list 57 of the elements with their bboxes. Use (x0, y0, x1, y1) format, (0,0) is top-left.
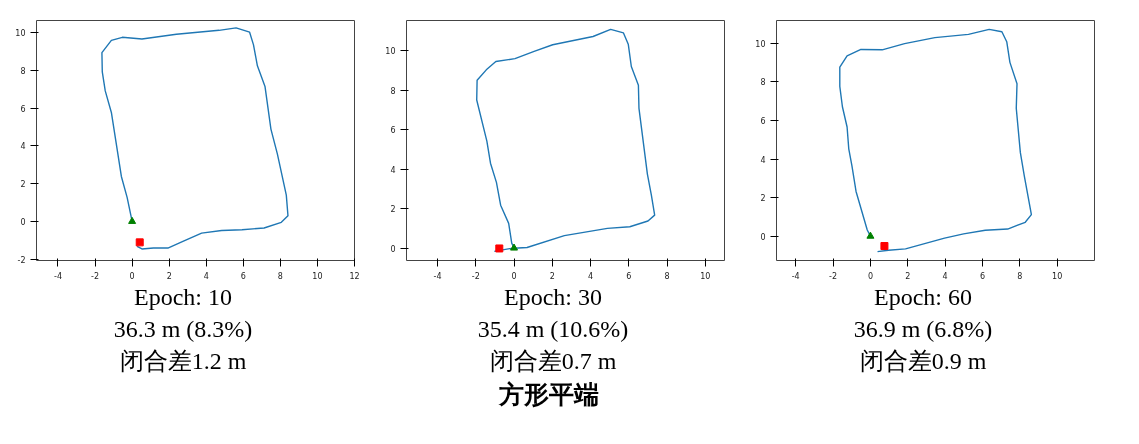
y-tick-label: 0 (20, 217, 26, 227)
text: 36.9 m (6.8%) (853, 315, 993, 344)
y-tick-label: 6 (760, 116, 766, 126)
x-tick-label: 2 (166, 271, 172, 281)
y-tick-label: 0 (760, 232, 766, 242)
text: 36.3 m (8.3%) (113, 315, 253, 344)
y-tick-label: 4 (390, 165, 396, 175)
y-tick-label: 8 (390, 86, 396, 96)
y-tick-label: 4 (20, 142, 26, 152)
text: 35.4 m (10.6%) (477, 315, 629, 344)
x-tick-label: -4 (791, 271, 800, 281)
x-tick-label: -2 (91, 271, 100, 281)
text: Epoch: 60 (874, 283, 972, 312)
x-tick-label: 4 (588, 271, 594, 281)
text: 闭合差0.9 m (859, 347, 987, 376)
line-series (839, 28, 1033, 253)
text: Epoch: 30 (504, 283, 602, 312)
y-tick-label: 2 (390, 205, 396, 215)
x-tick-label: 2 (905, 271, 911, 281)
x-tick-label: 4 (942, 271, 948, 281)
y-tick-label: 10 (385, 47, 396, 57)
x-tick-label: 0 (867, 271, 873, 281)
x-tick-label: -2 (471, 271, 480, 281)
x-tick-label: 6 (240, 271, 246, 281)
x-tick-label: 10 (312, 271, 323, 281)
x-tick-label: -4 (54, 271, 62, 281)
line-series (476, 28, 656, 253)
x-tick-label: 8 (664, 271, 670, 281)
x-tick-label: 2 (549, 271, 555, 281)
y-tick-label: 8 (20, 66, 26, 76)
x-tick-label: -2 (829, 271, 838, 281)
y-tick-label: 0 (390, 244, 396, 254)
y-tick-label: 4 (760, 155, 766, 165)
text: Epoch: 10 (134, 283, 232, 312)
y-tick-label: 10 (755, 39, 766, 49)
x-tick-label: 8 (1017, 271, 1023, 281)
y-tick-label: 6 (20, 104, 26, 114)
y-tick-label: 6 (390, 126, 396, 136)
x-tick-label: 4 (203, 271, 209, 281)
x-tick-label: 0 (129, 271, 135, 281)
x-tick-label: 12 (349, 271, 360, 281)
line-series (101, 27, 289, 250)
text: 闭合差1.2 m (119, 347, 247, 376)
y-tick-label: 10 (15, 29, 26, 39)
x-tick-label: -4 (433, 271, 442, 281)
y-tick-label: 2 (760, 194, 766, 204)
text: 方形平端 (499, 379, 599, 411)
y-tick-label: -2 (17, 255, 26, 265)
y-tick-label: 2 (20, 180, 26, 190)
x-tick-label: 10 (1052, 271, 1063, 281)
text: 闭合差0.7 m (489, 347, 617, 376)
y-tick-label: 8 (760, 78, 766, 88)
x-tick-label: 6 (626, 271, 632, 281)
x-tick-label: 8 (277, 271, 283, 281)
x-tick-label: 0 (511, 271, 517, 281)
x-tick-label: 6 (979, 271, 986, 281)
x-tick-label: 10 (700, 271, 711, 281)
